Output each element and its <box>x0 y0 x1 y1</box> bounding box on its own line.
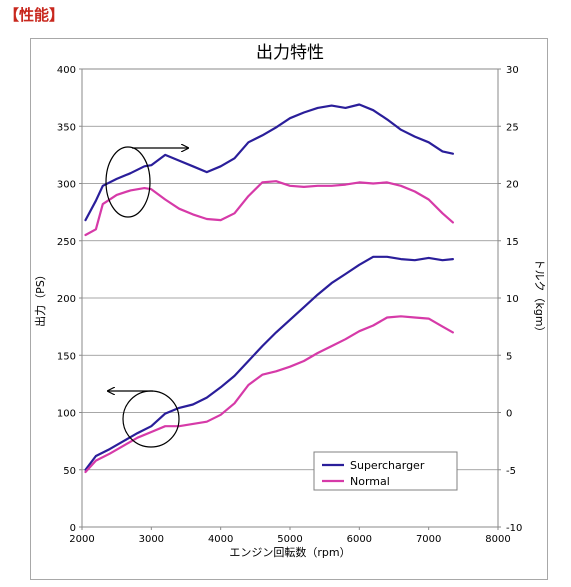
torque-callout-ellipse <box>105 146 151 218</box>
x-tick-label: 4000 <box>208 534 233 545</box>
x-axis-label: エンジン回転数（rpm） <box>229 546 350 559</box>
legend-label-normal: Normal <box>350 475 390 488</box>
x-tick-label: 3000 <box>139 534 164 545</box>
series-line-normal-torque <box>84 180 454 237</box>
y2-tick-label: -10 <box>506 523 522 534</box>
power-callout-ellipse <box>122 390 180 448</box>
chart-title: 出力特性 <box>256 43 324 63</box>
axes <box>79 68 501 530</box>
y-axis-label: 出力（PS） <box>33 269 47 327</box>
y2-axis-label: トルク（kgm） <box>533 258 546 337</box>
y2-tick-label: -5 <box>506 466 516 477</box>
y2-tick-label: 5 <box>506 351 512 362</box>
x-tick-label: 2000 <box>69 534 94 545</box>
series-lines <box>84 103 454 474</box>
y2-tick-label: 30 <box>506 65 519 76</box>
y-tick-label: 250 <box>57 237 76 248</box>
series-line-supercharger-torque <box>84 103 454 222</box>
y2-tick-label: 0 <box>506 409 512 420</box>
y2-tick-label: 20 <box>506 180 519 191</box>
tick-labels: 0 50 100 150 200 250 300 350 400 -10 -5 0 5 10 15 20 25 3… <box>57 65 522 545</box>
y-tick-label: 350 <box>57 122 76 133</box>
y2-tick-label: 15 <box>506 237 519 248</box>
y-tick-label: 100 <box>57 409 76 420</box>
legend-box <box>313 451 458 491</box>
x-tick-label: 7000 <box>416 534 441 545</box>
x-tick-label: 8000 <box>485 534 510 545</box>
series-line-normal-power <box>84 315 454 474</box>
legend: Supercharger Normal <box>313 451 458 491</box>
y-tick-label: 400 <box>57 65 76 76</box>
y-tick-label: 150 <box>57 351 76 362</box>
chart-frame <box>30 38 548 580</box>
section-header: 【性能】 <box>4 6 65 24</box>
y-tick-label: 300 <box>57 180 76 191</box>
y-tick-label: 200 <box>57 294 76 305</box>
x-tick-label: 6000 <box>347 534 372 545</box>
y-tick-label: 0 <box>70 523 76 534</box>
y-tick-label: 50 <box>63 466 76 477</box>
annotations <box>105 146 188 448</box>
legend-label-supercharger: Supercharger <box>350 459 425 472</box>
y2-tick-label: 10 <box>506 294 519 305</box>
series-line-supercharger-power <box>84 255 454 471</box>
x-tick-label: 5000 <box>277 534 302 545</box>
y2-tick-label: 25 <box>506 122 519 133</box>
